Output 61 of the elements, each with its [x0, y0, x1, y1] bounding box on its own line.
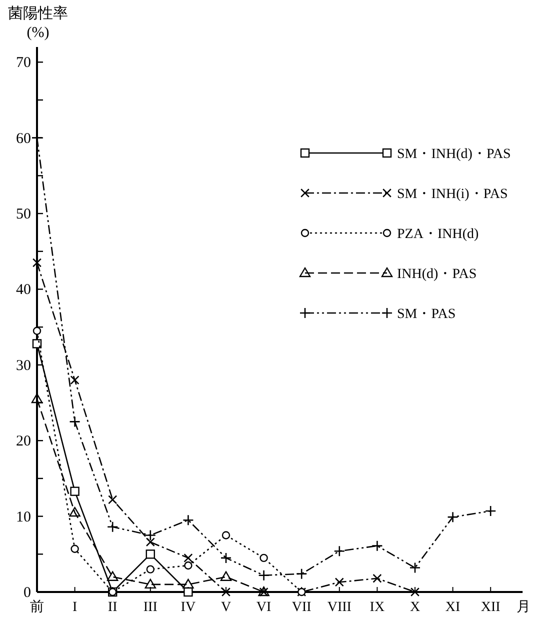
- y-tick-label: 70: [16, 55, 31, 72]
- point: [70, 416, 80, 427]
- point: [107, 571, 118, 581]
- y-tick-label: 40: [16, 282, 31, 298]
- x-tick-label: I: [72, 600, 78, 615]
- point: [70, 486, 80, 496]
- y-tick-label: 60: [16, 130, 31, 147]
- point: [145, 530, 156, 540]
- x-tick-label: II: [108, 600, 118, 615]
- point: [146, 565, 154, 574]
- x-axis-title: 月: [516, 600, 531, 615]
- x-tick-label: X: [410, 600, 420, 615]
- x-tick-label: IX: [370, 600, 385, 615]
- point: [220, 571, 232, 581]
- point: [184, 561, 192, 570]
- legend-label: PZA・INH(d): [397, 227, 479, 242]
- y-tick-label: 0: [24, 585, 31, 601]
- point: [184, 554, 193, 562]
- point: [146, 550, 155, 559]
- x-tick-label: V: [220, 600, 232, 615]
- point: [372, 540, 382, 551]
- y-tick-label: 50: [16, 206, 31, 223]
- point: [335, 578, 344, 587]
- legend-label: SM・INH(d)・PAS: [397, 147, 511, 162]
- point: [486, 506, 496, 516]
- x-tick-label: IV: [180, 600, 196, 615]
- y-axis-title: 菌陽性率 (%): [8, 5, 68, 41]
- point: [32, 326, 42, 335]
- point: [69, 506, 80, 517]
- x-tick-label: III: [143, 600, 158, 615]
- x-tick-label: VII: [292, 600, 312, 615]
- point: [334, 546, 344, 556]
- point: [146, 538, 155, 546]
- point: [31, 393, 43, 404]
- point: [108, 495, 117, 504]
- legend-label: SM・INH(i)・PAS: [397, 187, 508, 202]
- point: [372, 574, 382, 583]
- x-tick-label: XI: [445, 600, 461, 615]
- point: [222, 531, 230, 540]
- x-tick-label: 前: [30, 599, 44, 615]
- x-tick-label: XII: [480, 600, 501, 615]
- point: [183, 515, 194, 526]
- point: [260, 554, 268, 562]
- y-tick-label: 10: [16, 509, 31, 526]
- point: [144, 578, 156, 589]
- point: [258, 570, 269, 580]
- point: [296, 568, 307, 579]
- legend-label: SM・PAS: [397, 307, 456, 322]
- point: [70, 376, 80, 384]
- x-tick-label: VI: [256, 600, 272, 615]
- y-tick-label: 20: [16, 434, 31, 450]
- point: [70, 544, 79, 553]
- point: [182, 578, 194, 589]
- x-tick-label: VIII: [327, 600, 352, 615]
- point: [410, 562, 420, 573]
- point: [32, 258, 42, 268]
- y-tick-label: 30: [16, 358, 31, 374]
- point: [448, 512, 458, 522]
- legend-label: INH(d)・PAS: [397, 267, 477, 282]
- point: [32, 339, 42, 348]
- point: [108, 522, 118, 532]
